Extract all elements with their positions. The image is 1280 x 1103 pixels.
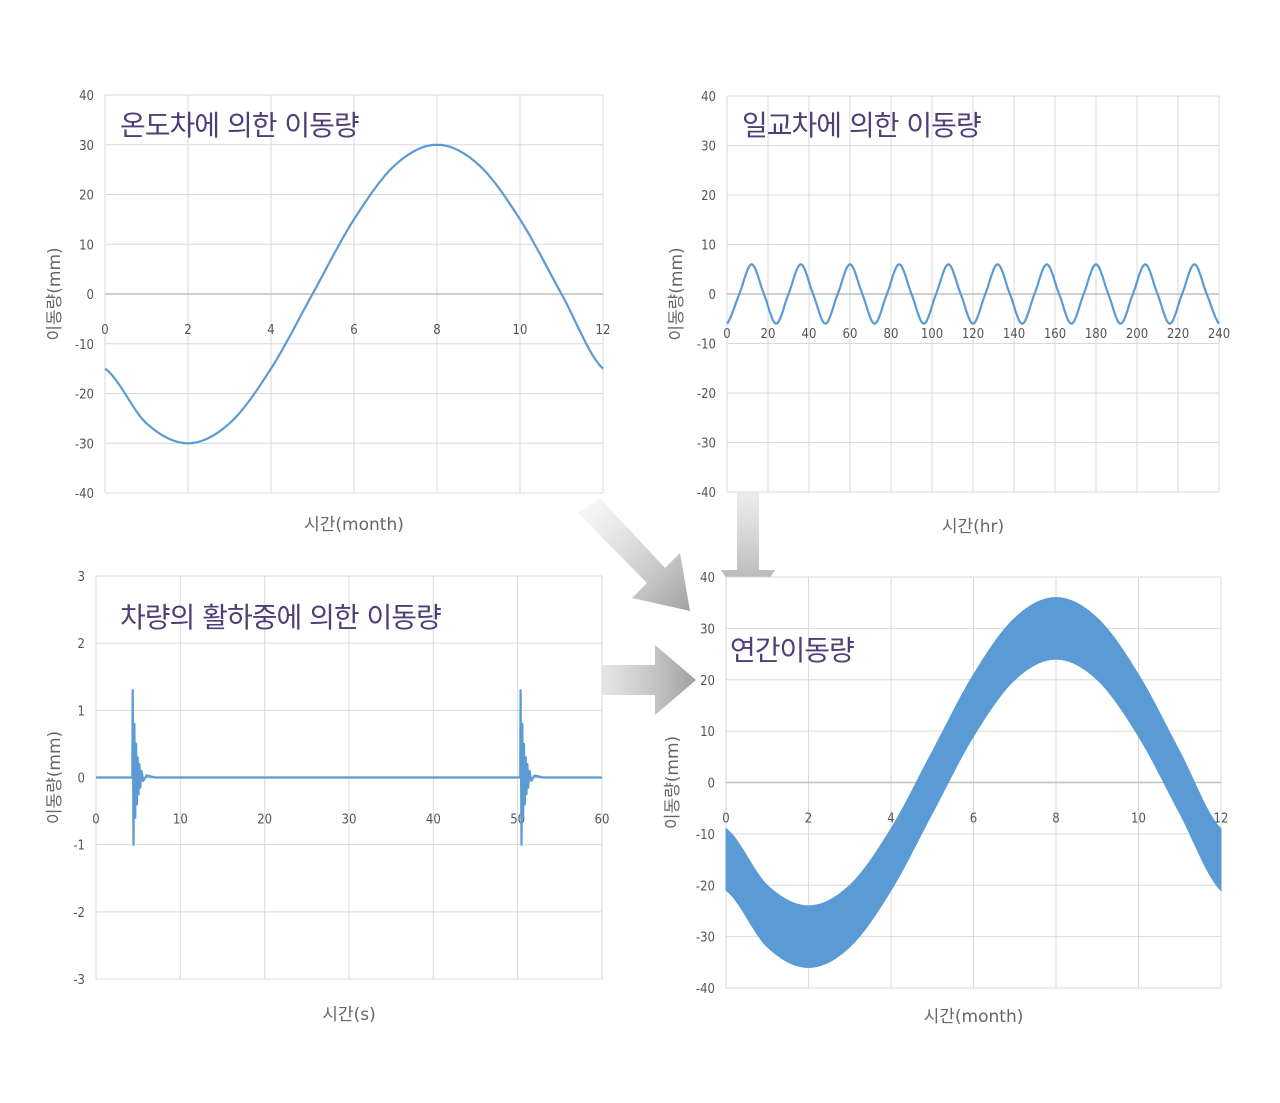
y-tick-label: 10 bbox=[700, 725, 715, 740]
y-axis-label: 이동량(mm) bbox=[667, 247, 687, 340]
y-tick-label: 1 bbox=[78, 704, 85, 719]
y-tick-label: -40 bbox=[697, 486, 716, 501]
chart-title: 일교차에 의한 이동량 bbox=[742, 109, 981, 142]
y-tick-label: -3 bbox=[73, 973, 85, 988]
y-tick-label: 40 bbox=[79, 89, 94, 104]
x-tick-label: 140 bbox=[1003, 327, 1025, 342]
y-tick-label: 0 bbox=[78, 772, 85, 787]
y-axis-label: 이동량(mm) bbox=[45, 731, 65, 824]
y-tick-label: -20 bbox=[696, 879, 715, 894]
series-line bbox=[726, 263, 1220, 325]
y-tick-label: -10 bbox=[75, 338, 94, 353]
x-axis-label: 시간(month) bbox=[924, 1007, 1024, 1027]
y-tick-label: -40 bbox=[696, 982, 715, 997]
x-tick-label: 240 bbox=[1208, 327, 1230, 342]
series-line bbox=[96, 689, 602, 846]
x-tick-label: 20 bbox=[761, 327, 776, 342]
y-tick-label: -1 bbox=[73, 839, 85, 854]
x-tick-label: 60 bbox=[843, 327, 858, 342]
chart-annual-movement: -40 -30 -20 -10 0 10 20 30 40 0 2 4 6 8 10 12 연간이동량시간(mo… bbox=[663, 571, 1228, 1027]
y-tick-label: 0 bbox=[708, 777, 715, 792]
x-tick-label: 4 bbox=[267, 323, 274, 338]
arrow-from-live-load bbox=[560, 645, 696, 715]
y-tick-label: -2 bbox=[73, 906, 85, 921]
x-tick-label: 30 bbox=[342, 813, 357, 828]
x-tick-label: 80 bbox=[884, 327, 899, 342]
x-axis-label: 시간(s) bbox=[322, 1005, 375, 1025]
x-tick-label: 100 bbox=[921, 327, 943, 342]
x-tick-label: 8 bbox=[1052, 812, 1059, 827]
y-tick-label: 0 bbox=[709, 288, 716, 303]
x-tick-label: 6 bbox=[970, 812, 977, 827]
x-tick-label: 0 bbox=[92, 813, 99, 828]
x-tick-label: 40 bbox=[426, 813, 441, 828]
y-tick-label: -30 bbox=[697, 437, 716, 452]
x-tick-label: 0 bbox=[101, 323, 108, 338]
chart-title: 온도차에 의한 이동량 bbox=[120, 109, 359, 142]
y-tick-label: 10 bbox=[701, 239, 716, 254]
chart-daily-temperature: -40 -30 -20 -10 0 10 20 30 40 0 20 40 60 80 100 120 140 1… bbox=[667, 90, 1230, 537]
x-axis-label: 시간(month) bbox=[304, 515, 404, 535]
x-tick-label: 0 bbox=[723, 327, 730, 342]
y-tick-label: 20 bbox=[701, 189, 716, 204]
x-tick-label: 12 bbox=[596, 323, 611, 338]
y-tick-label: 30 bbox=[701, 140, 716, 155]
y-tick-label: -40 bbox=[75, 487, 94, 502]
x-tick-label: 2 bbox=[805, 812, 812, 827]
y-axis-label: 이동량(mm) bbox=[663, 736, 683, 829]
x-tick-label: 6 bbox=[350, 323, 357, 338]
y-tick-label: 0 bbox=[87, 288, 94, 303]
y-tick-label: -10 bbox=[696, 828, 715, 843]
x-tick-label: 120 bbox=[962, 327, 984, 342]
x-tick-label: 10 bbox=[1131, 812, 1146, 827]
y-tick-label: -30 bbox=[696, 931, 715, 946]
y-tick-label: 3 bbox=[78, 570, 85, 585]
y-tick-label: 40 bbox=[701, 90, 716, 105]
x-tick-label: 40 bbox=[802, 327, 817, 342]
y-tick-label: 30 bbox=[700, 622, 715, 637]
y-tick-label: 2 bbox=[78, 637, 85, 652]
x-tick-label: 4 bbox=[887, 812, 894, 827]
y-tick-label: -30 bbox=[75, 437, 94, 452]
y-tick-label: 20 bbox=[79, 189, 94, 204]
x-axis-label: 시간(hr) bbox=[942, 517, 1004, 537]
chart-title: 연간이동량 bbox=[730, 634, 854, 667]
y-tick-label: 40 bbox=[700, 571, 715, 586]
arrow-from-temperature bbox=[578, 498, 690, 611]
series-band bbox=[725, 596, 1222, 969]
x-tick-label: 20 bbox=[257, 813, 272, 828]
x-tick-label: 180 bbox=[1085, 327, 1107, 342]
x-tick-label: 10 bbox=[173, 813, 188, 828]
x-tick-label: 10 bbox=[513, 323, 528, 338]
y-tick-label: 20 bbox=[700, 674, 715, 689]
chart-temperature: -40 -30 -20 -10 0 10 20 30 40 0 2 4 6 8 10 12 온도차에 의한 이동… bbox=[45, 89, 610, 535]
x-tick-label: 0 bbox=[722, 812, 729, 827]
x-tick-label: 12 bbox=[1214, 812, 1229, 827]
y-tick-label: 10 bbox=[79, 238, 94, 253]
arrow-from-daily bbox=[721, 460, 775, 612]
x-tick-label: 200 bbox=[1126, 327, 1148, 342]
y-tick-label: -10 bbox=[697, 338, 716, 353]
y-tick-label: -20 bbox=[697, 387, 716, 402]
y-tick-label: 30 bbox=[79, 139, 94, 154]
x-tick-label: 8 bbox=[433, 323, 440, 338]
x-tick-label: 60 bbox=[595, 813, 610, 828]
x-tick-label: 160 bbox=[1044, 327, 1066, 342]
chart-title: 차량의 활하중에 의한 이동량 bbox=[120, 601, 441, 634]
series-line bbox=[104, 143, 604, 445]
x-tick-label: 220 bbox=[1167, 327, 1189, 342]
x-tick-label: 2 bbox=[184, 323, 191, 338]
y-axis-label: 이동량(mm) bbox=[45, 247, 65, 340]
y-tick-label: -20 bbox=[75, 388, 94, 403]
